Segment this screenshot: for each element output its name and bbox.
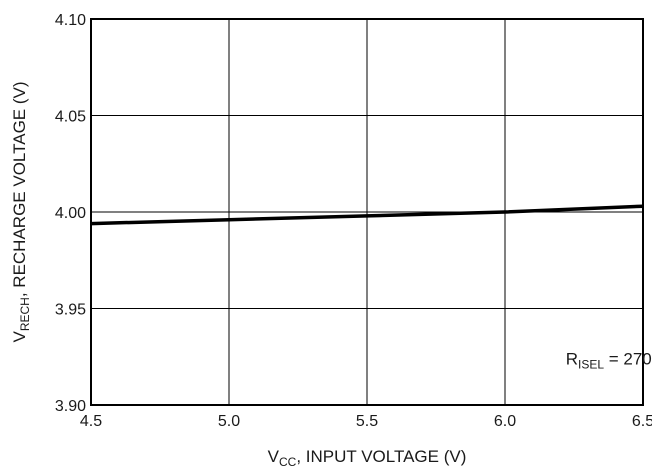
y-tick-label: 3.90	[55, 398, 86, 415]
grid	[90, 18, 644, 406]
x-tick-label: 6.0	[494, 413, 516, 430]
y-tick-label: 3.95	[55, 302, 86, 319]
y-tick-label: 4.05	[55, 109, 86, 126]
y-tick-label: 4.10	[55, 12, 86, 29]
plot-frame	[90, 18, 644, 406]
x-axis-label: VCC, INPUT VOLTAGE (V)	[268, 447, 467, 469]
annotation-risel: RISEL = 270 k	[566, 350, 652, 372]
x-tick-label: 6.5	[632, 413, 652, 430]
series-group	[90, 204, 644, 226]
y-tick-label: 4.00	[55, 205, 86, 222]
x-tick-label: 5.0	[218, 413, 240, 430]
x-tick-label: 5.5	[356, 413, 378, 430]
x-tick-label: 4.5	[80, 413, 102, 430]
tick-labels: 4.5 5.0 5.5 6.0 6.5 3.90 3.95 4.00 4.05 4.10	[55, 12, 652, 430]
y-axis-label: VRECH, RECHARGE VOLTAGE (V)	[10, 81, 32, 342]
series-line-0	[90, 204, 644, 226]
